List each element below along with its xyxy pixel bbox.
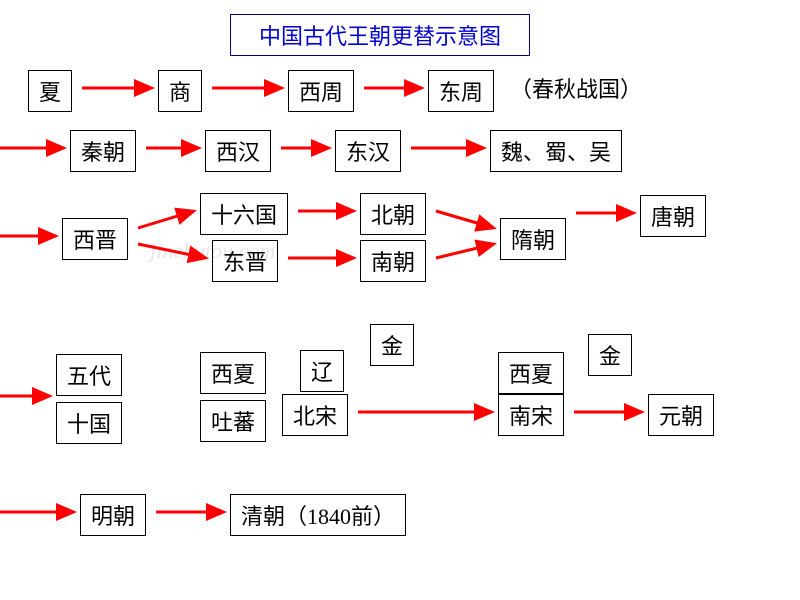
flow-arrow — [436, 244, 494, 258]
flow-arrow — [138, 244, 206, 258]
node-qing: 清朝（1840前） — [230, 494, 406, 536]
node-ming: 明朝 — [80, 494, 146, 536]
node-xia: 夏 — [28, 70, 72, 112]
node-xizhou: 西周 — [288, 70, 354, 112]
node-nanchao: 南朝 — [360, 240, 426, 282]
node-xixia1: 西夏 — [200, 352, 266, 394]
node-xihan: 西汉 — [205, 130, 271, 172]
node-shang: 商 — [158, 70, 202, 112]
diagram-title: 中国古代王朝更替示意图 — [230, 14, 530, 56]
node-tang: 唐朝 — [640, 195, 706, 237]
node-sanguo: 魏、蜀、吴 — [490, 130, 622, 172]
node-liao: 辽 — [300, 350, 344, 392]
node-yuan: 元朝 — [648, 394, 714, 436]
node-jin1: 金 — [370, 324, 414, 366]
node-shiliu: 十六国 — [200, 193, 288, 235]
node-qin: 秦朝 — [70, 130, 136, 172]
node-xijin: 西晋 — [62, 218, 128, 260]
node-shiguo: 十国 — [56, 402, 122, 444]
flow-arrow — [138, 211, 194, 228]
flow-arrow — [436, 211, 494, 228]
node-beisong: 北宋 — [282, 394, 348, 436]
node-dongjin: 东晋 — [212, 240, 278, 282]
node-wudai: 五代 — [56, 354, 122, 396]
node-jin2: 金 — [588, 334, 632, 376]
node-tubo: 吐蕃 — [200, 400, 266, 442]
node-donghan: 东汉 — [335, 130, 401, 172]
node-beichao: 北朝 — [360, 193, 426, 235]
node-sui: 隋朝 — [500, 218, 566, 260]
node-xixia2: 西夏 — [498, 352, 564, 394]
node-nansong: 南宋 — [498, 394, 564, 436]
node-dongzhou: 东周 — [428, 70, 494, 112]
label-chunqiu: （春秋战国） — [510, 72, 642, 104]
